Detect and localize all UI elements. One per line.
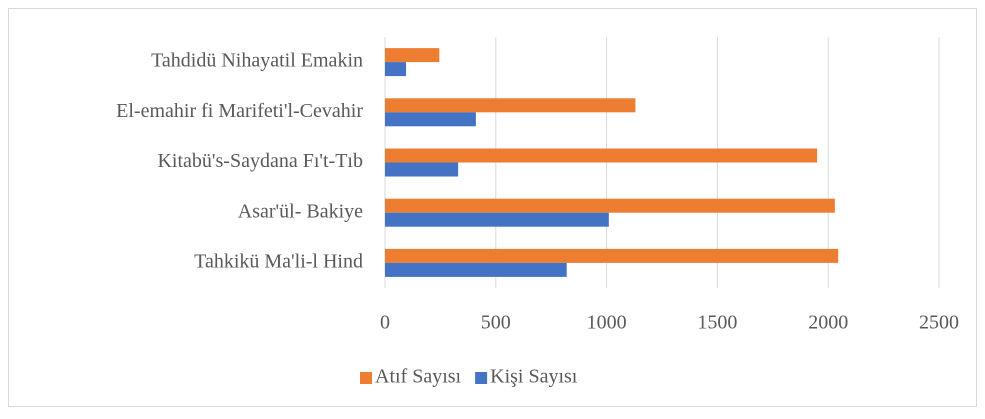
y-tick-label: Asar'ül- Bakiye — [238, 200, 363, 222]
legend-label: Kişi Sayısı — [490, 366, 578, 388]
y-tick-label: Tahdidü Nihayatil Emakin — [151, 50, 363, 72]
bar — [385, 248, 839, 263]
bar — [385, 262, 567, 277]
x-tick-label: 500 — [481, 312, 511, 334]
x-tick-label: 1500 — [697, 312, 737, 334]
bar — [385, 148, 818, 163]
bar — [385, 98, 636, 113]
bar — [385, 62, 407, 77]
legend-swatch — [360, 372, 372, 384]
bar — [385, 212, 609, 227]
x-tick-label: 2500 — [919, 312, 959, 334]
y-tick-label: El-emahir fi Marifeti'l-Cevahir — [116, 100, 363, 122]
y-tick-label: Tahkikü Ma'li-l Hind — [194, 250, 363, 272]
legend-label: Atıf Sayısı — [375, 366, 462, 388]
x-tick-label: 1000 — [587, 312, 627, 334]
y-tick-label: Kitabü's-Saydana Fı't-Tıb — [157, 150, 363, 172]
legend-swatch — [475, 372, 488, 384]
bar — [385, 162, 459, 177]
bar — [385, 48, 440, 63]
bar — [385, 198, 835, 213]
x-tick-label: 0 — [380, 312, 390, 334]
x-tick-label: 2000 — [808, 312, 848, 334]
bar — [385, 112, 476, 127]
